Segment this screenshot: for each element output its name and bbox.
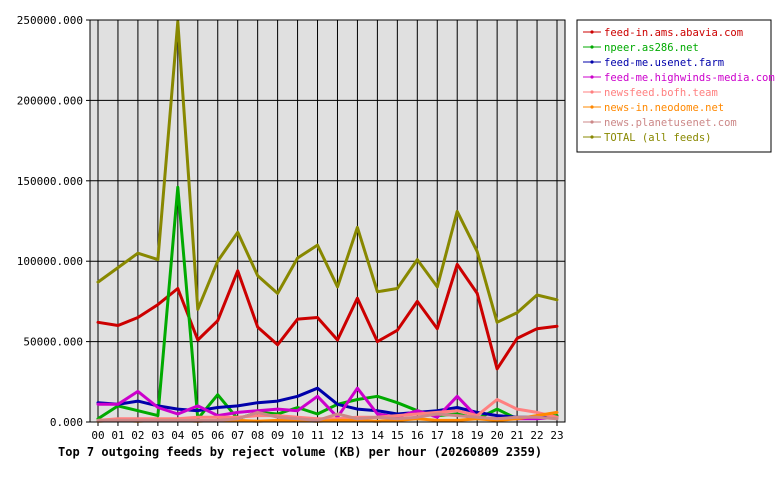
legend: feed-in.ams.abavia.com npeer.as286.net fee… xyxy=(576,19,775,153)
legend-label: feed-me.highwinds-media.com xyxy=(604,72,775,84)
legend-marker xyxy=(590,75,594,79)
legend-label: feed-in.ams.abavia.com xyxy=(604,27,743,39)
x-tick-label: 23 xyxy=(550,429,563,442)
legend-label: feed-me.usenet.farm xyxy=(604,57,724,69)
y-tick-label: 200000.000 xyxy=(17,94,83,107)
x-tick-label: 20 xyxy=(491,429,504,442)
grid-lines xyxy=(90,19,565,423)
legend-marker xyxy=(590,30,594,34)
y-tick-label: 250000.000 xyxy=(17,14,83,27)
x-tick-label: 02 xyxy=(131,429,144,442)
legend-label: newsfeed.bofh.team xyxy=(604,87,718,99)
x-tick-label: 05 xyxy=(191,429,204,442)
y-tick-labels: 0.000 50000.000 100000.000 150000.000 200000… xyxy=(17,14,90,429)
x-tick-label: 08 xyxy=(251,429,264,442)
legend-marker xyxy=(590,120,594,124)
series-line xyxy=(96,398,559,422)
x-tick-label: 22 xyxy=(530,429,543,442)
x-tick-label: 07 xyxy=(231,429,244,442)
legend-label: npeer.as286.net xyxy=(604,42,699,54)
x-tick-label: 13 xyxy=(351,429,364,442)
legend-marker xyxy=(590,105,594,109)
x-tick-label: 12 xyxy=(331,429,344,442)
x-tick-label: 09 xyxy=(271,429,284,442)
plot-background xyxy=(90,20,565,422)
legend-marker xyxy=(590,45,594,49)
x-tick-labels: 00 01 02 03 04 05 06 07 08 09 10 11 12 13 14 15 16 17 18 19… xyxy=(91,422,564,442)
y-tick-label: 150000.000 xyxy=(17,175,83,188)
x-tick-label: 14 xyxy=(371,429,385,442)
chart-title: Top 7 outgoing feeds by reject volume (K… xyxy=(58,445,542,459)
x-tick-label: 19 xyxy=(471,429,484,442)
x-tick-label: 16 xyxy=(411,429,424,442)
y-tick-label: 100000.000 xyxy=(17,255,83,268)
x-tick-label: 15 xyxy=(391,429,404,442)
x-tick-label: 00 xyxy=(91,429,104,442)
x-tick-label: 04 xyxy=(171,429,185,442)
plot-frame xyxy=(89,19,566,423)
x-tick-label: 10 xyxy=(291,429,304,442)
series-line xyxy=(96,410,559,422)
x-tick-label: 18 xyxy=(451,429,464,442)
legend-label: TOTAL (all feeds) xyxy=(604,132,711,144)
y-tick-label: 0.000 xyxy=(50,416,83,429)
legend-label: news.planetusenet.com xyxy=(604,117,737,129)
x-tick-label: 21 xyxy=(510,429,523,442)
x-tick-label: 06 xyxy=(211,429,224,442)
legend-label: news-in.neodome.net xyxy=(604,102,724,114)
x-tick-label: 03 xyxy=(151,429,164,442)
legend-marker xyxy=(590,135,594,139)
series-lines xyxy=(96,20,559,423)
legend-marker xyxy=(590,90,594,94)
x-tick-label: 11 xyxy=(311,429,324,442)
x-tick-label: 17 xyxy=(431,429,444,442)
series-line xyxy=(96,262,559,371)
legend-marker xyxy=(590,60,594,64)
legend-box xyxy=(576,19,772,153)
series-line xyxy=(96,20,559,324)
x-tick-label: 01 xyxy=(111,429,124,442)
y-tick-label: 50000.000 xyxy=(23,336,83,349)
